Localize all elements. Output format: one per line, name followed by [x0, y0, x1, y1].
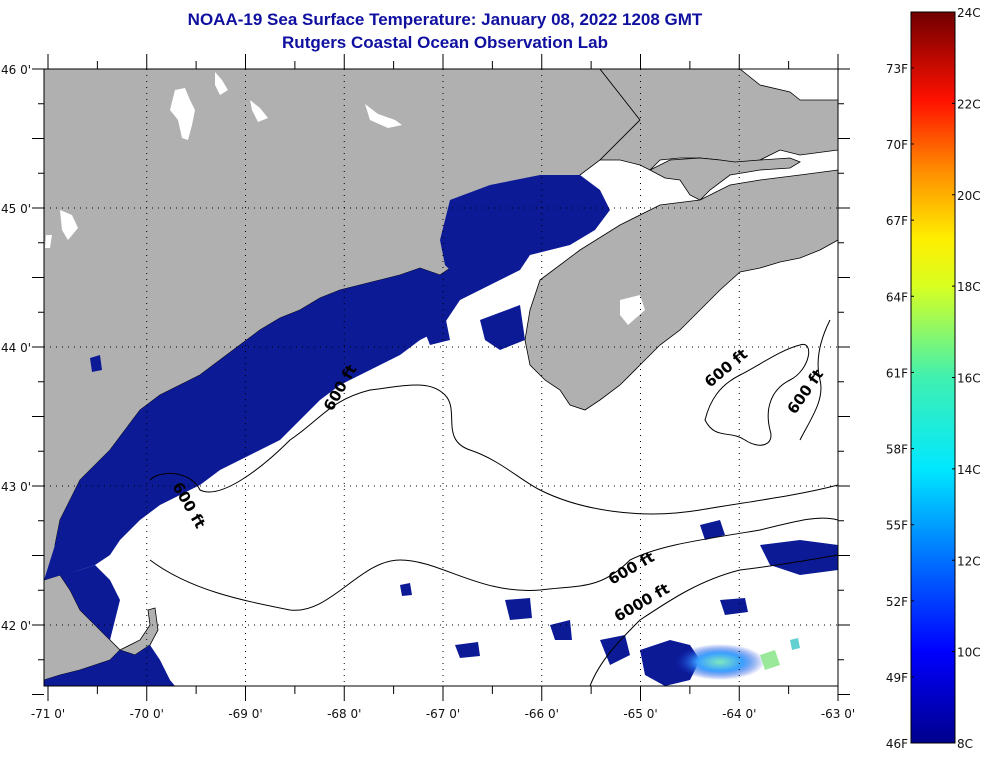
sst-cold-patch [455, 642, 480, 658]
lat-tick-label: 46 0' [1, 63, 31, 77]
lake [215, 72, 228, 95]
colorbar-f-label: 61F [886, 366, 908, 380]
colorbar-c-label: 18C [957, 280, 981, 294]
sst-cold-patch [480, 305, 525, 350]
lon-tick-label: -68 0' [327, 707, 361, 721]
lat-tick-label: 43 0' [1, 480, 31, 494]
colorbar-ticks: 24C 22C 20C 18C 16C 14C 12C 10C 8C 73F 70F 67F 64F 61… [886, 6, 981, 751]
lake [620, 295, 645, 325]
land-pei [649, 157, 801, 201]
colorbar-c-label: 14C [957, 463, 981, 477]
lon-tick-label: -66 0' [525, 707, 559, 721]
sst-cold-patch [720, 598, 748, 615]
sst-cold-water [44, 180, 610, 580]
map-grid [44, 69, 838, 686]
lat-tick-label: 42 0' [1, 619, 31, 633]
depth-contour-600ft [704, 344, 810, 446]
colorbar-c-label: 20C [957, 189, 981, 203]
sst-warm-speckle [760, 650, 780, 670]
chart-title: NOAA-19 Sea Surface Temperature: January… [187, 10, 703, 29]
colorbar-f-label: 70F [886, 138, 908, 152]
sst-warm-patch [675, 644, 765, 680]
lon-tick-label: -64 0' [722, 707, 756, 721]
sst-cold-water [440, 175, 600, 280]
lat-tick-label: 44 0' [1, 341, 31, 355]
colorbar-f-label: 49F [886, 671, 908, 685]
colorbar [910, 11, 956, 744]
lon-tick-label: -67 0' [426, 707, 460, 721]
depth-contour-6000ft [589, 554, 838, 686]
sst-cold-patch [90, 355, 102, 372]
lake [170, 88, 195, 140]
sst-cold-patch [700, 520, 725, 540]
depth-contour-600ft [799, 319, 831, 441]
chart-subtitle: Rutgers Coastal Ocean Observation Lab [282, 33, 608, 52]
colorbar-c-label: 8C [957, 737, 973, 751]
colorbar-c-label: 22C [957, 97, 981, 111]
sst-cold-patch [600, 635, 630, 665]
lon-tick-label: -63 0' [821, 707, 855, 721]
sst-warm-speckle [790, 638, 800, 650]
longitude-axis: -71 0' -70 0' -69 0' -68 0' -67 0' -66 0' -65 … [31, 54, 855, 721]
lake [365, 104, 402, 128]
lon-tick-label: -71 0' [31, 707, 65, 721]
sst-cold-patch [420, 315, 450, 345]
sst-cold-patch [505, 598, 532, 620]
sst-cold-patch [760, 540, 838, 575]
land-nova-scotia [524, 169, 838, 411]
colorbar-f-label: 73F [886, 62, 908, 76]
sst-cold-water [44, 645, 175, 686]
colorbar-c-label: 24C [957, 6, 981, 20]
colorbar-c-label: 12C [957, 554, 981, 568]
colorbar-f-label: 55F [886, 519, 908, 533]
colorbar-c-label: 16C [957, 372, 981, 386]
lon-tick-label: -65 0' [623, 707, 657, 721]
depth-contour-600ft [149, 517, 838, 611]
colorbar-c-label: 10C [957, 646, 981, 660]
sst-cold-water [60, 565, 120, 640]
lon-tick-label: -70 0' [130, 707, 164, 721]
lon-tick-label: -69 0' [228, 707, 262, 721]
colorbar-f-label: 52F [886, 595, 908, 609]
latitude-axis: 46 0' 45 0' 44 0' 43 0' 42 0' [1, 63, 850, 695]
map-frame [43, 68, 839, 687]
lat-tick-label: 45 0' [1, 202, 31, 216]
lake [45, 235, 52, 248]
colorbar-f-label: 46F [886, 737, 908, 751]
lake [60, 210, 78, 240]
colorbar-f-label: 58F [886, 443, 908, 457]
colorbar-f-label: 64F [886, 290, 908, 304]
colorbar-f-label: 67F [886, 214, 908, 228]
sst-cold-patch [400, 583, 412, 596]
lake [250, 100, 268, 122]
depth-contour-600ft [149, 384, 838, 515]
